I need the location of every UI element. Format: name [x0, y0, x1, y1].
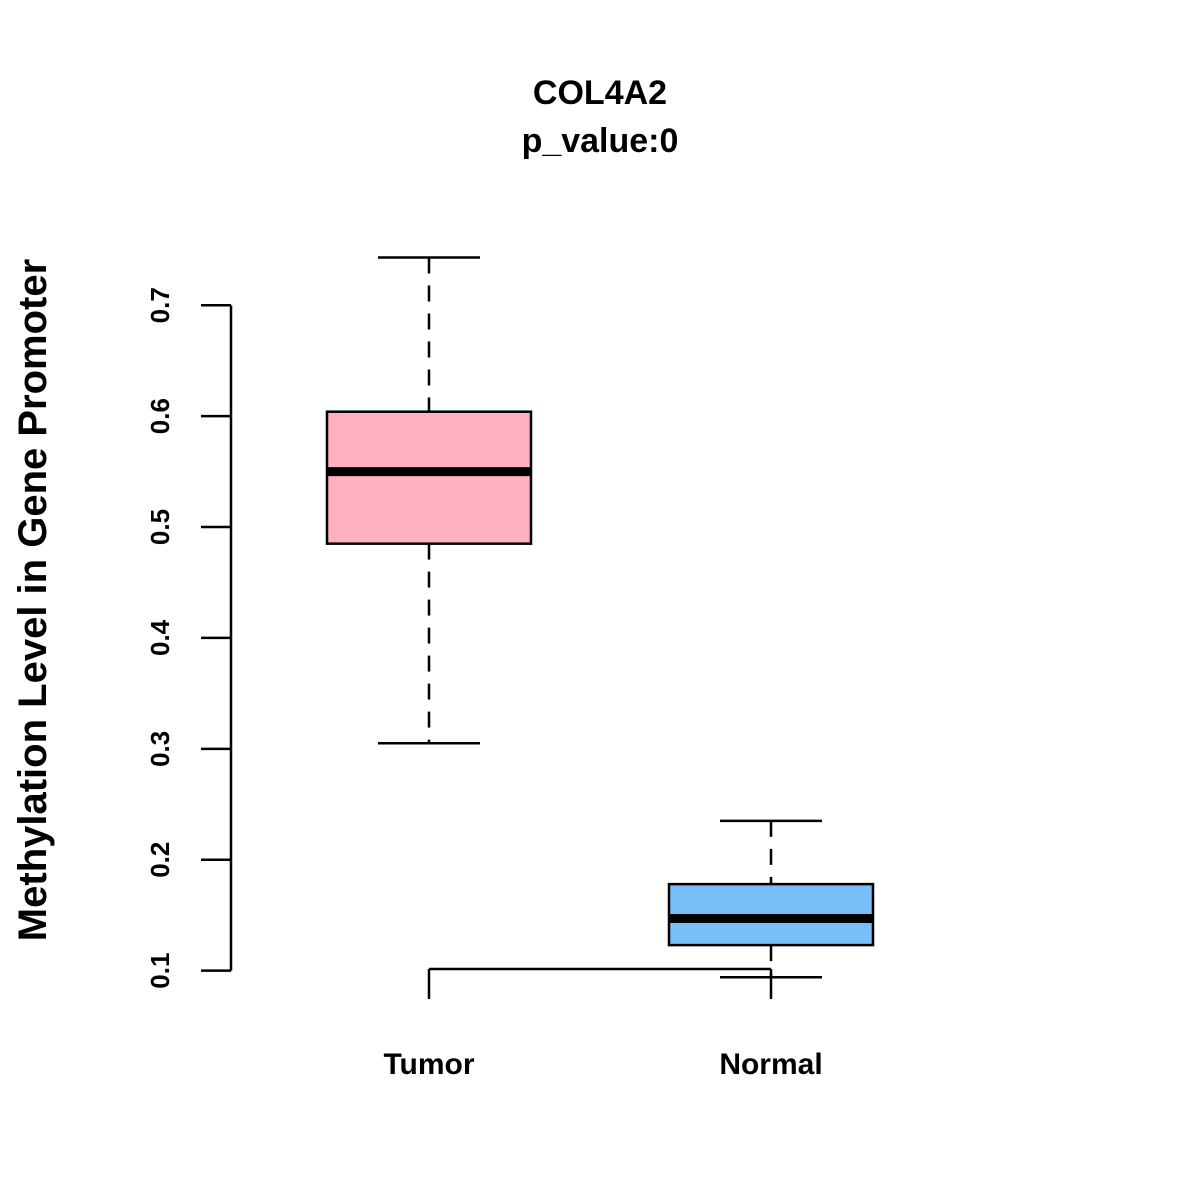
chart-title: COL4A2	[533, 74, 667, 112]
boxes-group	[325, 256, 875, 979]
x-axis: Tumor Normal	[383, 967, 823, 1081]
y-tick-label: 0.6	[145, 398, 175, 434]
box-tumor	[325, 256, 533, 745]
x-tick-label-tumor: Tumor	[383, 1048, 474, 1081]
box-iqr	[325, 410, 533, 545]
y-tick-label: 0.5	[145, 509, 175, 545]
chart-subtitle: p_value:0	[522, 122, 679, 160]
y-tick-label: 0.1	[145, 953, 175, 989]
y-tick-label: 0.4	[145, 619, 175, 656]
y-tick-label: 0.7	[145, 287, 175, 323]
y-axis: 0.1 0.2 0.3 0.4 0.5 0.6 0.7	[145, 287, 233, 989]
y-tick-label: 0.2	[145, 842, 175, 878]
y-tick-label: 0.3	[145, 731, 175, 767]
box-normal	[667, 819, 875, 979]
x-tick-label-normal: Normal	[719, 1048, 822, 1081]
y-axis-label: Methylation Level in Gene Promoter	[11, 259, 55, 941]
